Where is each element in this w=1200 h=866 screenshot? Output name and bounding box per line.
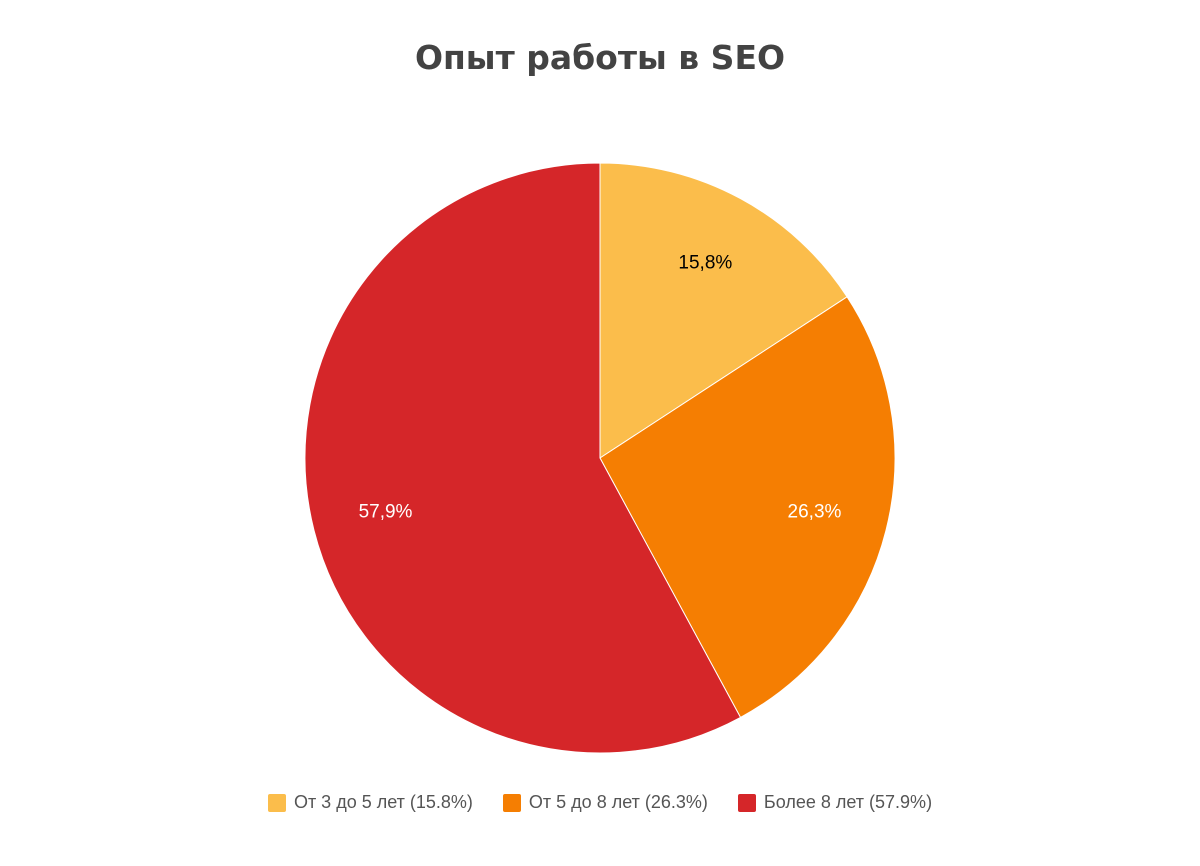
legend-label: От 3 до 5 лет (15.8%): [293, 792, 473, 812]
slice-label-5-8-years: 26,3%: [788, 501, 842, 522]
chart-legend: От 3 до 5 лет (15.8%) От 5 до 8 лет (26.…: [0, 792, 1200, 813]
pie-slice-labels: 15,8% 26,3% 57,9%: [359, 252, 842, 522]
legend-swatch-icon: [737, 793, 756, 812]
legend-label: От 5 до 8 лет (26.3%): [528, 792, 708, 812]
legend-swatch-icon: [502, 793, 521, 812]
pie-slice-3-5-years[interactable]: [599, 162, 848, 459]
legend-label: Более 8 лет (57.9%): [763, 792, 933, 812]
legend-swatch-icon: [267, 793, 286, 812]
pie-slice-5-8-years[interactable]: [599, 296, 896, 719]
slice-label-over-8-years: 57,9%: [359, 501, 413, 522]
legend-item-over-8-years[interactable]: Более 8 лет (57.9%): [737, 792, 933, 813]
legend-item-5-8-years[interactable]: От 5 до 8 лет (26.3%): [502, 792, 708, 813]
legend-item-3-5-years[interactable]: От 3 до 5 лет (15.8%): [267, 792, 473, 813]
chart-title: Опыт работы в SEO: [414, 38, 786, 77]
pie-slices: [304, 162, 896, 754]
pie-slice-over-8-years[interactable]: [304, 162, 742, 754]
slice-label-3-5-years: 15,8%: [678, 252, 732, 273]
